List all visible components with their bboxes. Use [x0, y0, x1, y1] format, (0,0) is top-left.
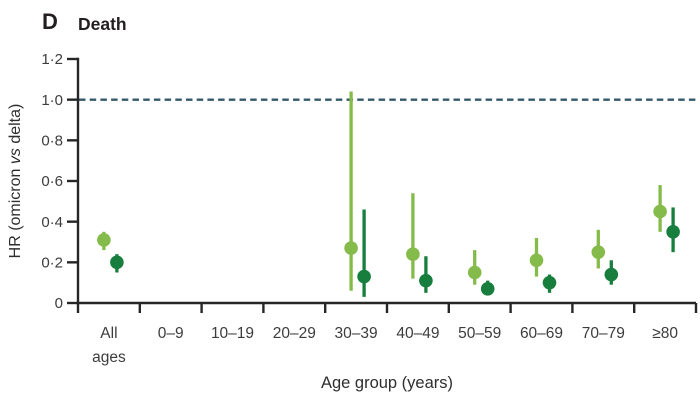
x-category-label: 10–19 — [211, 325, 254, 342]
x-category-label: 20–29 — [273, 325, 316, 342]
x-axis-title: Age group (years) — [320, 374, 454, 392]
panel-letter: D — [42, 9, 58, 34]
data-point — [529, 253, 544, 268]
y-tick-label: 0 — [55, 295, 63, 312]
x-category-label: 60–69 — [520, 325, 563, 342]
y-tick-label: 0·4 — [41, 214, 63, 231]
y-tick-label: 1·0 — [41, 92, 63, 109]
panel-title: Death — [78, 14, 127, 34]
x-category-label: 50–59 — [458, 325, 501, 342]
y-tick-label: 0·8 — [41, 133, 63, 150]
x-category-label: ≥80 — [652, 325, 678, 342]
data-point — [110, 255, 124, 270]
x-category-label: All ages — [92, 325, 126, 366]
data-point — [591, 245, 606, 259]
data-point — [604, 267, 619, 282]
y-tick-label: 0·6 — [41, 173, 63, 190]
data-point — [542, 275, 557, 290]
x-category-label: 30–39 — [335, 325, 378, 342]
data-point — [406, 247, 420, 261]
data-point — [666, 225, 680, 239]
data-point — [344, 241, 358, 255]
data-point — [97, 233, 111, 247]
data-point — [653, 204, 667, 219]
x-category-label: 40–49 — [396, 325, 439, 342]
data-point — [357, 269, 371, 284]
y-tick-label: 0·2 — [41, 255, 63, 272]
x-category-label: 70–79 — [582, 325, 625, 342]
data-point — [467, 265, 482, 280]
data-point — [419, 273, 433, 288]
data-point — [480, 281, 495, 296]
x-category-label: 0–9 — [158, 325, 184, 342]
y-tick-label: 1·2 — [41, 51, 63, 68]
